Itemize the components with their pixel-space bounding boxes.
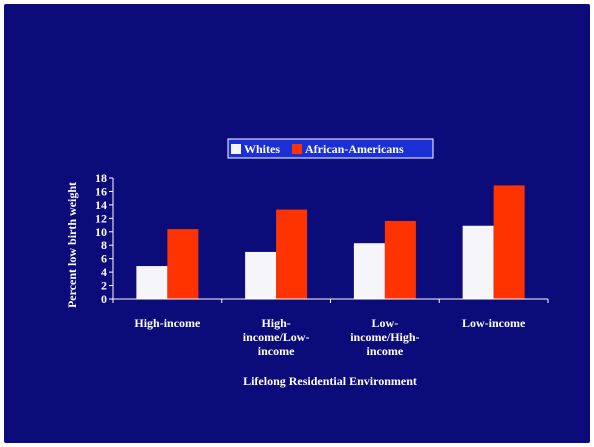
- y-tick-label: 2: [101, 279, 107, 293]
- y-axis-label: Percent low birth weight: [65, 182, 79, 308]
- legend-label-whites: Whites: [244, 142, 280, 156]
- y-tick-label: 18: [95, 171, 107, 185]
- x-tick-label: income/High-: [350, 330, 419, 344]
- legend-swatch-whites: [231, 144, 241, 154]
- bar-1-1: [276, 209, 308, 299]
- x-tick-label: income: [367, 344, 404, 358]
- x-axis-label: Lifelong Residential Environment: [243, 374, 417, 388]
- y-tick-label: 8: [101, 238, 107, 252]
- x-tick-label: Low-income: [462, 316, 526, 330]
- y-tick-label: 12: [95, 211, 107, 225]
- y-tick-label: 4: [101, 265, 107, 279]
- x-tick-label: High-: [261, 316, 290, 330]
- plot-area: High-income High-income/Low-income Low-inc…: [95, 171, 549, 358]
- legend-box: [227, 138, 434, 159]
- x-tick-label: Low-: [372, 316, 399, 330]
- y-tick-label: 10: [95, 225, 107, 239]
- legend-swatch-african-americans: [292, 144, 302, 154]
- legend: Whites African-Americans: [227, 138, 434, 159]
- bar-0-0: [136, 266, 168, 299]
- x-tick-label: High-income: [134, 316, 201, 330]
- y-tick-label: 0: [101, 292, 107, 306]
- x-tick-label: income/Low-: [243, 330, 310, 344]
- bar-0-2: [353, 243, 385, 299]
- bar-1-2: [384, 221, 416, 299]
- bar-0-1: [245, 251, 277, 299]
- bar-1-0: [167, 229, 199, 299]
- bar-0-3: [462, 225, 494, 299]
- y-tick-label: 6: [101, 252, 107, 266]
- y-tick-label: 16: [95, 184, 107, 198]
- x-tick-label: income: [258, 344, 295, 358]
- bar-1-3: [493, 185, 525, 299]
- y-tick-label: 14: [95, 198, 107, 212]
- legend-label-african-americans: African-Americans: [305, 142, 404, 156]
